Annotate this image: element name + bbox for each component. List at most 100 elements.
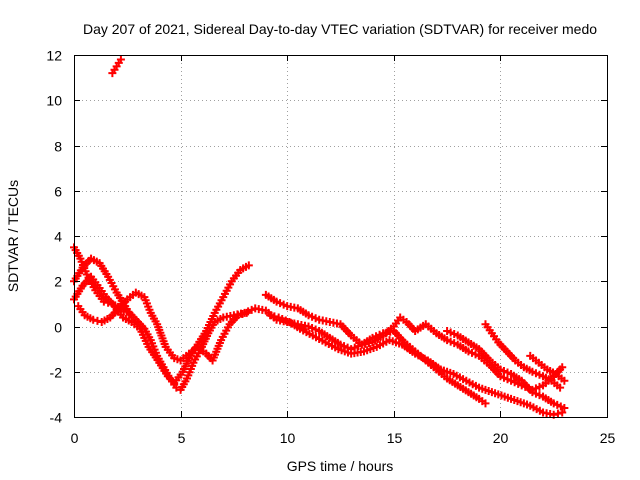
data-marker (535, 391, 544, 400)
data-marker (535, 382, 544, 391)
data-point (285, 317, 294, 326)
data-point (547, 376, 556, 385)
data-marker (270, 312, 279, 321)
data-point (172, 383, 181, 392)
data-marker (480, 356, 489, 365)
data-marker (366, 345, 375, 354)
data-marker (478, 397, 487, 406)
data-point (551, 370, 560, 379)
data-marker (375, 341, 384, 350)
data-marker (110, 65, 119, 74)
data-marker (151, 353, 160, 362)
data-marker (424, 322, 433, 331)
data-marker (379, 339, 388, 348)
data-marker (162, 369, 171, 378)
series-trace-a (108, 55, 125, 78)
data-marker (99, 290, 108, 299)
data-marker (504, 349, 513, 358)
data-point (496, 365, 505, 374)
data-marker (222, 326, 231, 335)
data-point (443, 336, 452, 345)
data-marker (467, 348, 476, 357)
data-marker (540, 363, 549, 372)
data-marker (157, 331, 166, 340)
data-marker (89, 275, 98, 284)
data-marker (512, 373, 521, 382)
data-marker (107, 279, 116, 288)
data-marker (124, 307, 133, 316)
data-marker (429, 327, 438, 336)
data-marker (76, 266, 85, 275)
data-marker (134, 290, 143, 299)
data-marker (308, 312, 317, 321)
data-marker (93, 316, 102, 325)
data-marker (213, 316, 222, 325)
data-point (304, 311, 313, 320)
data-point (146, 308, 155, 317)
data-marker (435, 330, 444, 339)
data-marker (232, 271, 241, 280)
data-marker (493, 363, 502, 372)
data-marker (197, 335, 206, 344)
data-marker (324, 340, 333, 349)
data-point (112, 288, 121, 297)
data-marker (494, 370, 503, 379)
data-point (104, 272, 113, 281)
y-tick-label: 6 (54, 184, 62, 200)
data-point (368, 333, 377, 342)
data-marker (522, 364, 531, 373)
data-marker (491, 360, 500, 369)
data-marker (519, 399, 528, 408)
data-marker (229, 274, 238, 283)
data-marker (138, 330, 147, 339)
data-marker (181, 362, 190, 371)
data-marker (196, 345, 205, 354)
data-marker (548, 368, 557, 377)
data-point (234, 311, 243, 320)
data-marker (350, 343, 359, 352)
data-marker (446, 328, 455, 337)
data-marker (222, 286, 231, 295)
data-marker (546, 366, 555, 375)
data-point (334, 345, 343, 354)
data-point (321, 338, 330, 347)
data-marker (142, 299, 151, 308)
data-marker (338, 322, 347, 331)
data-marker (490, 365, 499, 374)
data-marker (317, 328, 326, 337)
data-marker (141, 336, 150, 345)
data-marker (75, 269, 84, 278)
data-marker (408, 324, 417, 333)
data-point (558, 408, 567, 417)
data-marker (181, 377, 190, 386)
data-marker (557, 374, 566, 383)
data-marker (455, 373, 464, 382)
data-marker (524, 383, 533, 392)
data-marker (91, 278, 100, 287)
data-marker (461, 386, 470, 395)
data-marker (509, 371, 518, 380)
data-marker (553, 367, 562, 376)
data-marker (179, 380, 188, 389)
y-tick-label: 4 (54, 229, 62, 245)
data-marker (461, 345, 470, 354)
data-marker (467, 340, 476, 349)
data-marker (293, 323, 302, 332)
data-marker (178, 383, 187, 392)
data-marker (483, 354, 492, 363)
data-marker (143, 330, 152, 339)
data-marker (467, 389, 476, 398)
data-marker (76, 284, 85, 293)
data-point (347, 331, 356, 340)
data-point (140, 324, 149, 333)
data-marker (163, 345, 172, 354)
data-marker (126, 293, 135, 302)
data-point (421, 320, 430, 329)
data-marker (497, 391, 506, 400)
data-point (193, 342, 202, 351)
data-marker (363, 337, 372, 346)
data-marker (188, 361, 197, 370)
data-point (528, 367, 537, 376)
data-marker (186, 365, 195, 374)
data-marker (87, 279, 96, 288)
